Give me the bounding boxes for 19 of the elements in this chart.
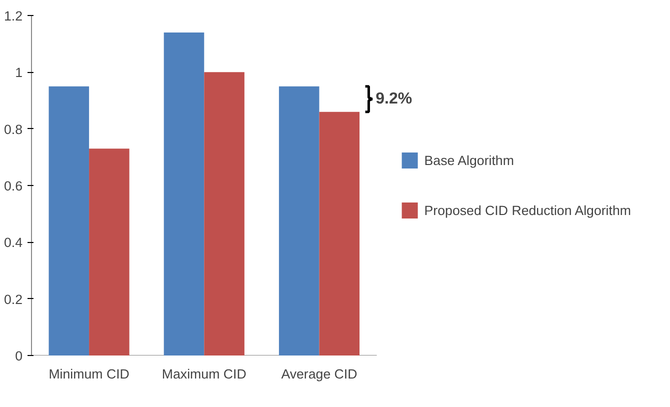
annotation: 9.2% [376, 90, 412, 108]
x-tick-label: Maximum CID [162, 366, 246, 382]
bar [319, 112, 360, 356]
x-tick-label: Minimum CID [48, 366, 130, 382]
bar [48, 86, 90, 356]
bar [278, 86, 320, 356]
y-tick-label: 0.6 [4, 178, 23, 194]
y-tick-label: 0.8 [4, 122, 23, 137]
legend-label: Base Algorithm [424, 152, 514, 168]
y-tick-label: 1 [15, 65, 23, 80]
bar [164, 32, 204, 356]
bar [204, 72, 244, 356]
y-tick-label: 0 [15, 348, 23, 364]
y-tick-label: 1.2 [4, 8, 23, 24]
y-tick-label: 0.4 [4, 235, 24, 250]
bar [89, 148, 130, 356]
y-tick-label: 0.2 [4, 292, 23, 307]
x-tick-label: Average CID [281, 366, 358, 382]
legend-label: Proposed CID Reduction Algorithm [424, 202, 631, 218]
